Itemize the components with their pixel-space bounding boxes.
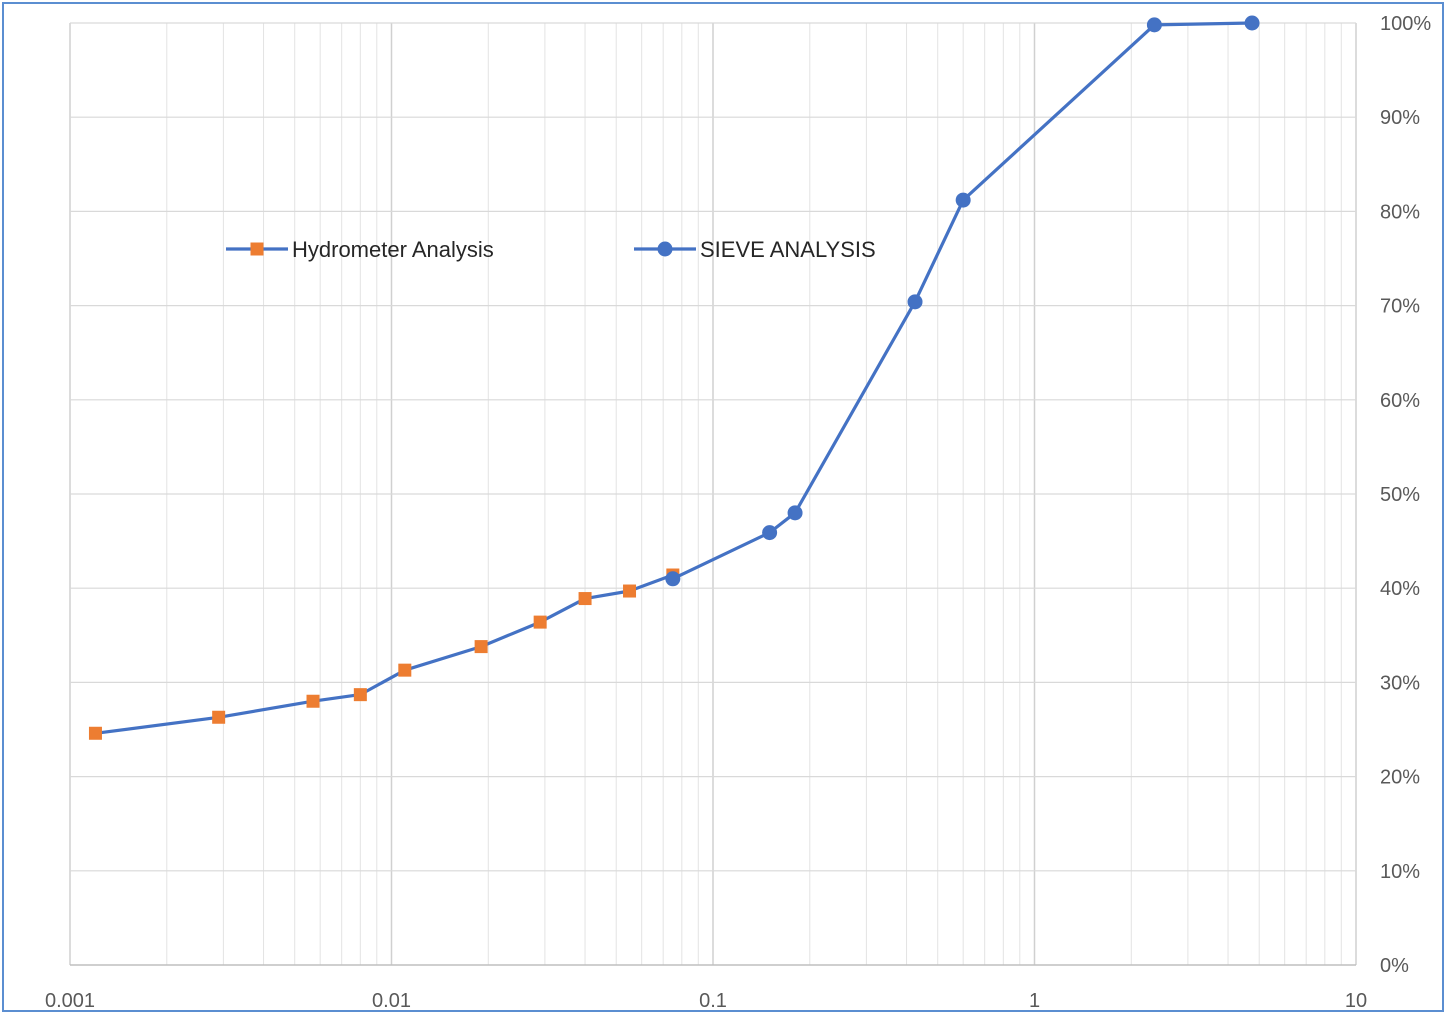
series-line	[95, 573, 674, 735]
legend: Hydrometer Analysis SIEVE ANALYSIS	[226, 237, 876, 262]
data-point-circle	[1146, 17, 1162, 33]
data-series	[88, 15, 1260, 740]
grid-lines	[69, 22, 1357, 966]
data-point-square	[623, 584, 637, 598]
x-tick-label: 0.001	[45, 990, 95, 1012]
y-tick-label: 70%	[1380, 296, 1420, 318]
y-tick-label: 90%	[1380, 107, 1420, 129]
data-point-square	[88, 726, 102, 740]
legend-label: Hydrometer Analysis	[292, 237, 494, 262]
data-point-circle	[762, 525, 778, 541]
x-tick-label: 1	[1029, 990, 1040, 1012]
data-point-circle	[787, 505, 803, 521]
data-point-circle	[907, 294, 923, 310]
y-tick-label: 20%	[1380, 767, 1420, 789]
series-2	[665, 15, 1260, 587]
series-line	[672, 21, 1253, 581]
y-tick-label: 40%	[1380, 578, 1420, 600]
y-tick-label: 10%	[1380, 861, 1420, 883]
y-tick-label: 30%	[1380, 672, 1420, 694]
y-tick-label: 0%	[1380, 955, 1409, 977]
data-point-square	[306, 694, 320, 708]
legend-entry-1: Hydrometer Analysis	[226, 237, 494, 262]
data-point-square	[578, 592, 592, 606]
x-tick-label: 0.1	[699, 990, 727, 1012]
axes: 0% 10% 20% 30% 40% 50% 60% 70% 80% 90% 100% 0.001 0.…	[45, 13, 1431, 1012]
legend-label: SIEVE ANALYSIS	[700, 237, 876, 262]
data-point-circle	[1244, 15, 1260, 31]
legend-marker-square	[250, 242, 264, 256]
y-tick-label: 100%	[1380, 13, 1431, 35]
data-point-square	[398, 663, 412, 677]
x-tick-label: 0.01	[372, 990, 411, 1012]
data-point-circle	[665, 571, 681, 587]
y-tick-label: 60%	[1380, 390, 1420, 412]
x-tick-label: 10	[1345, 990, 1367, 1012]
y-tick-label: 80%	[1380, 201, 1420, 223]
series-1	[88, 568, 680, 740]
legend-entry-2: SIEVE ANALYSIS	[634, 237, 876, 262]
data-point-circle	[955, 192, 971, 208]
y-tick-label: 50%	[1380, 484, 1420, 506]
data-point-square	[474, 640, 488, 654]
data-point-square	[353, 688, 367, 702]
data-point-square	[533, 615, 547, 629]
legend-marker-circle	[657, 241, 673, 257]
data-point-square	[212, 710, 226, 724]
